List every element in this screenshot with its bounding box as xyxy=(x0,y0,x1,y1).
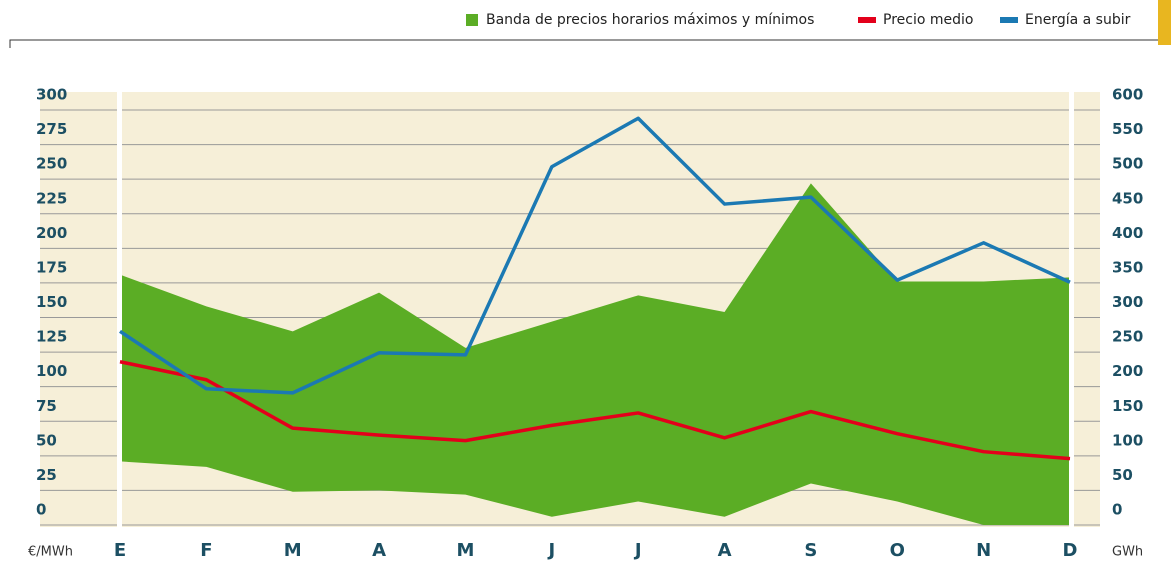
y2-tick-label: 300 xyxy=(1112,293,1143,311)
x-tick-label: E xyxy=(114,540,126,561)
y2-tick-label: 50 xyxy=(1112,466,1133,484)
x-tick-label: A xyxy=(718,540,732,561)
y2-tick-label: 450 xyxy=(1112,189,1143,207)
series-line xyxy=(119,116,1071,395)
legend-swatch xyxy=(466,14,478,26)
x-tick-label: J xyxy=(546,540,555,561)
y2-tick-label: 0 xyxy=(1112,501,1122,519)
price-band xyxy=(120,183,1070,526)
y2-axis-label: GWh xyxy=(1112,545,1143,560)
y2-tick-label: 550 xyxy=(1112,120,1143,138)
y-axis-label: €/MWh xyxy=(28,545,73,560)
y-tick-label: 50 xyxy=(36,431,57,449)
y2-tick-label: 200 xyxy=(1112,362,1143,380)
y-tick-label: 0 xyxy=(36,501,46,519)
legend-swatch xyxy=(1000,17,1018,23)
x-tick-label: N xyxy=(976,540,991,561)
x-tick-label: O xyxy=(890,540,905,561)
separator xyxy=(1069,88,1074,530)
x-tick-label: D xyxy=(1063,540,1078,561)
y-tick-label: 300 xyxy=(36,86,67,104)
corner-block xyxy=(1158,0,1171,45)
y2-tick-label: 400 xyxy=(1112,224,1143,242)
y-tick-label: 250 xyxy=(36,155,67,173)
x-tick-label: A xyxy=(372,540,386,561)
y-tick-label: 150 xyxy=(36,293,67,311)
y-tick-label: 25 xyxy=(36,466,57,484)
y2-tick-label: 350 xyxy=(1112,258,1143,276)
y2-tick-label: 150 xyxy=(1112,397,1143,415)
y-tick-label: 225 xyxy=(36,189,67,207)
y-tick-label: 75 xyxy=(36,397,57,415)
series-line xyxy=(119,360,1071,461)
y-tick-label: 175 xyxy=(36,258,67,276)
y2-tick-label: 100 xyxy=(1112,431,1143,449)
x-tick-label: S xyxy=(804,540,817,561)
y2-tick-label: 250 xyxy=(1112,328,1143,346)
legend-label: Energía a subir xyxy=(1025,12,1131,28)
y-tick-label: 275 xyxy=(36,120,67,138)
x-tick-label: M xyxy=(284,540,302,561)
x-tick-label: F xyxy=(200,540,212,561)
legend-label: Precio medio xyxy=(883,12,973,28)
y2-tick-label: 500 xyxy=(1112,155,1143,173)
y2-tick-label: 600 xyxy=(1112,86,1143,104)
x-tick-label: J xyxy=(633,540,642,561)
separator xyxy=(117,88,122,530)
x-tick-label: M xyxy=(456,540,474,561)
frame-line xyxy=(9,39,1158,48)
y-tick-label: 125 xyxy=(36,328,67,346)
legend-label: Banda de precios horarios máximos y míni… xyxy=(486,12,814,28)
y-tick-label: 200 xyxy=(36,224,67,242)
legend-swatch xyxy=(858,17,876,23)
y-tick-label: 100 xyxy=(36,362,67,380)
